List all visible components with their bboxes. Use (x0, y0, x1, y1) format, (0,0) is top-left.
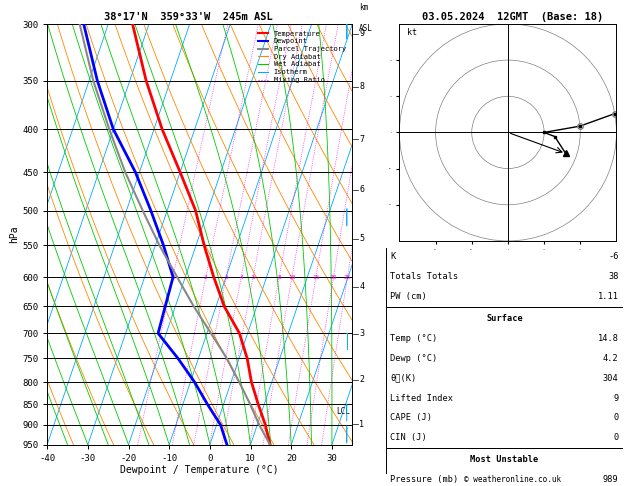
Text: ASL: ASL (359, 24, 373, 34)
Text: 38: 38 (608, 272, 618, 281)
Text: Totals Totals: Totals Totals (391, 272, 459, 281)
Text: Surface: Surface (486, 314, 523, 323)
Text: Dewp (°C): Dewp (°C) (391, 354, 438, 363)
Text: 03.05.2024  12GMT  (Base: 18): 03.05.2024 12GMT (Base: 18) (422, 12, 603, 22)
Bar (386, 307, 623, 448)
X-axis label: Dewpoint / Temperature (°C): Dewpoint / Temperature (°C) (120, 466, 279, 475)
Text: Lifted Index: Lifted Index (391, 394, 454, 402)
Text: PW (cm): PW (cm) (391, 292, 427, 301)
Text: 5: 5 (251, 275, 255, 279)
Text: -6: -6 (608, 252, 618, 261)
Text: km: km (359, 3, 369, 12)
Text: 9: 9 (613, 394, 618, 402)
Text: 3: 3 (225, 275, 228, 279)
Text: 4.2: 4.2 (603, 354, 618, 363)
Text: 10: 10 (288, 275, 296, 279)
Text: 4: 4 (359, 282, 364, 291)
Text: 7: 7 (359, 135, 364, 144)
Text: 3: 3 (359, 330, 364, 338)
Text: 0: 0 (613, 414, 618, 422)
Text: 6: 6 (359, 185, 364, 194)
Text: 1: 1 (359, 419, 364, 429)
Text: 20: 20 (330, 275, 337, 279)
Text: LCL: LCL (337, 407, 350, 417)
Text: 14.8: 14.8 (598, 334, 618, 343)
Legend: Temperature, Dewpoint, Parcel Trajectory, Dry Adiabat, Wet Adiabat, Isotherm, Mi: Temperature, Dewpoint, Parcel Trajectory… (255, 28, 348, 86)
Text: Pressure (mb): Pressure (mb) (391, 475, 459, 484)
Text: 25: 25 (343, 275, 351, 279)
Text: 2: 2 (204, 275, 208, 279)
Text: 8: 8 (359, 82, 364, 91)
Y-axis label: hPa: hPa (9, 226, 19, 243)
Text: Temp (°C): Temp (°C) (391, 334, 438, 343)
Text: 2: 2 (359, 375, 364, 384)
Text: © weatheronline.co.uk: © weatheronline.co.uk (464, 474, 561, 484)
Text: kt: kt (407, 28, 416, 37)
Text: 0: 0 (613, 434, 618, 442)
Text: Most Unstable: Most Unstable (470, 455, 538, 464)
Bar (386, 448, 623, 486)
Text: 989: 989 (603, 475, 618, 484)
Text: CIN (J): CIN (J) (391, 434, 427, 442)
Text: 1.11: 1.11 (598, 292, 618, 301)
Text: θᴄ(K): θᴄ(K) (391, 374, 416, 382)
Text: 9: 9 (359, 29, 364, 38)
Text: 1: 1 (171, 275, 175, 279)
Text: 4: 4 (239, 275, 243, 279)
Text: 38°17'N  359°33'W  245m ASL: 38°17'N 359°33'W 245m ASL (104, 12, 273, 22)
Text: 15: 15 (312, 275, 320, 279)
Text: CAPE (J): CAPE (J) (391, 414, 432, 422)
Text: K: K (391, 252, 396, 261)
Bar (386, 247, 623, 307)
Text: 8: 8 (277, 275, 281, 279)
Text: 304: 304 (603, 374, 618, 382)
Text: 5: 5 (359, 234, 364, 243)
